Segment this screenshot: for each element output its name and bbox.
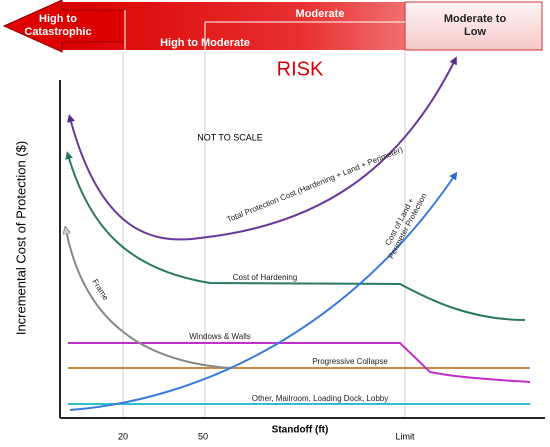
curve-land <box>69 171 458 411</box>
x-tick: 50 <box>198 431 208 441</box>
x-tick: 20 <box>118 431 128 441</box>
y-label: Incremental Cost of Protection ($) <box>13 141 28 335</box>
x-tick: Limit <box>395 431 415 441</box>
banner-middle-upper: Moderate <box>296 8 345 20</box>
risk-title: RISK <box>277 58 324 80</box>
banner-pink <box>404 1 543 51</box>
curve-windows <box>68 342 531 383</box>
banner-right: Moderate to Low <box>444 13 507 38</box>
label-collapse: Progressive Collapse <box>312 357 388 366</box>
note: NOT TO SCALE <box>197 132 263 142</box>
label-other: Other, Mailroom, Loading Dock, Lobby <box>252 394 389 403</box>
curve-total <box>67 56 457 241</box>
curve-hardening <box>65 151 526 321</box>
label-land: Cost of Land +Perimeter Protection <box>379 188 429 261</box>
label-hardening: Cost of Hardening <box>233 273 297 282</box>
banner-middle-lower: High to Moderate <box>160 37 250 49</box>
label-windows: Windows & Walls <box>189 332 251 341</box>
curves <box>65 56 531 411</box>
x-label: Standoff (ft) <box>272 425 329 436</box>
banner-left: High to Catastrophic <box>24 13 91 38</box>
risk-banner: High to Catastrophic High to Moderate Mod… <box>2 0 543 53</box>
label-total: Total Protection Cost (Hardening + Land … <box>226 145 405 224</box>
curve-frame <box>66 230 231 369</box>
